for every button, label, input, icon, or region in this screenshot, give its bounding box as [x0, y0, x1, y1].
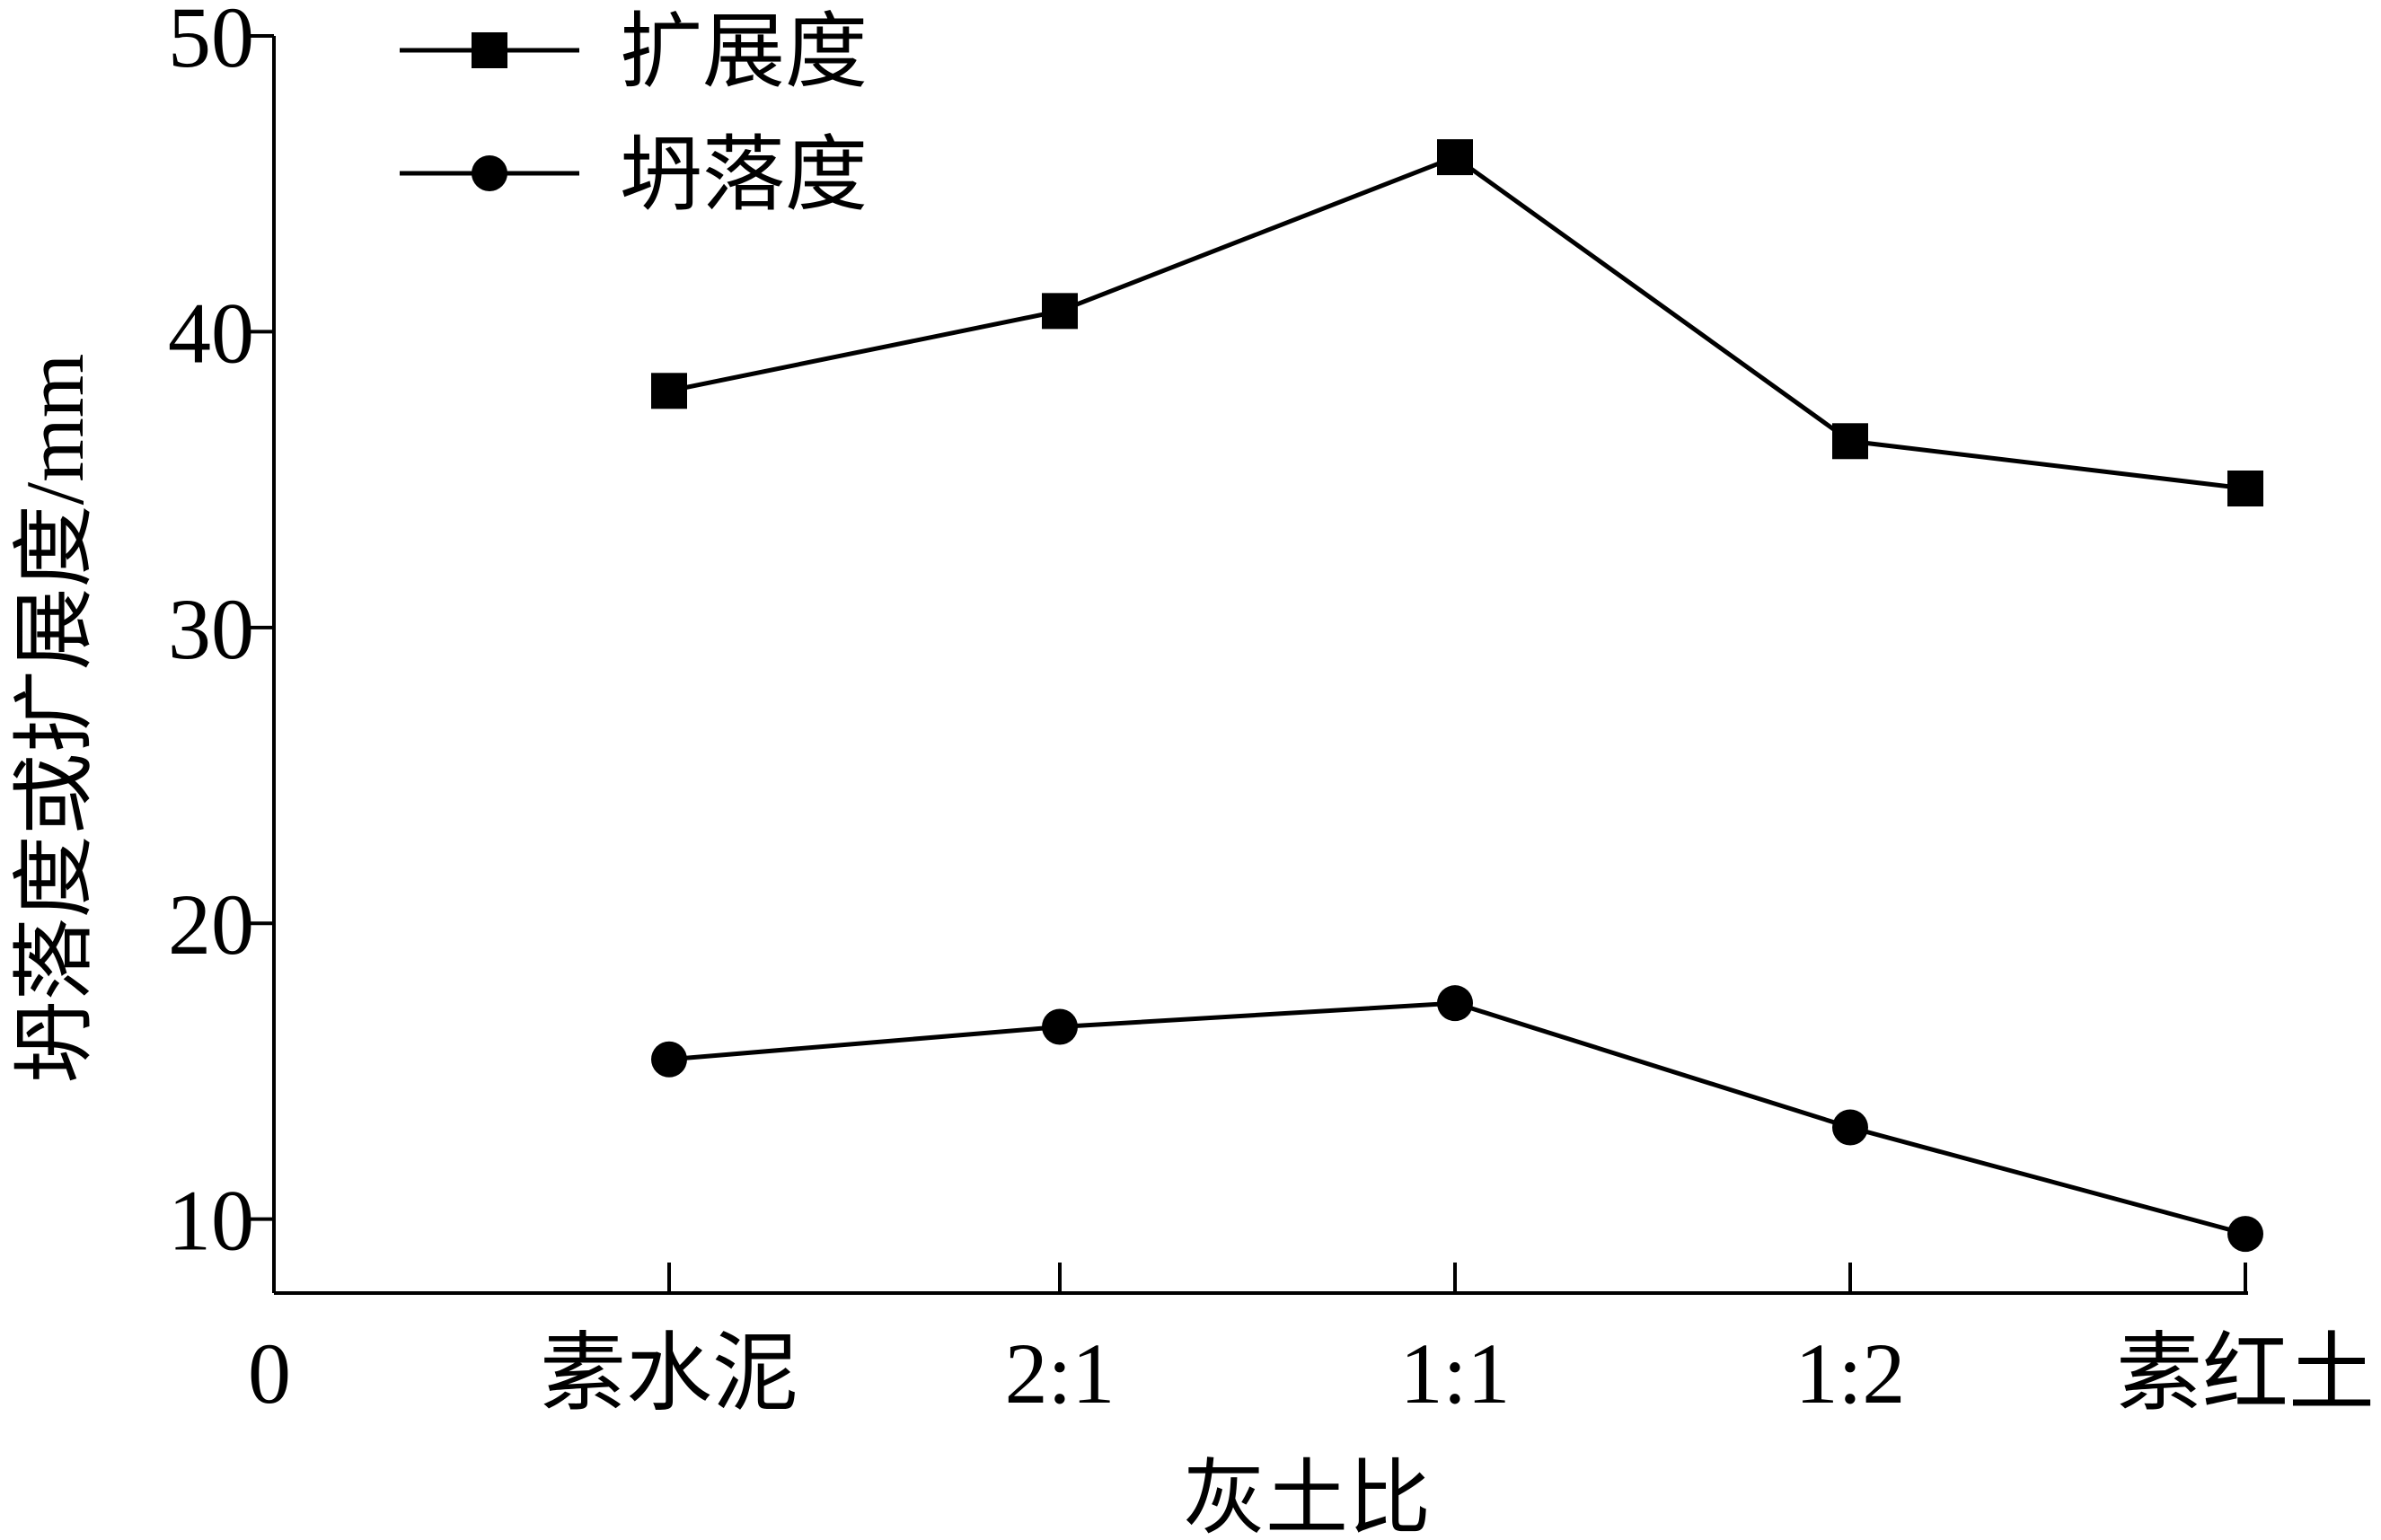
x-axis: 素水泥 2:1 1:1 1:2 素红土 0 [248, 1263, 2375, 1421]
y-tick-label-50: 50 [168, 0, 254, 85]
x-tick-label-1: 2:1 [1005, 1325, 1116, 1421]
series-1 [651, 985, 2263, 1253]
legend-marker-0 [472, 32, 507, 68]
y-ticks: 10 20 30 40 50 [168, 0, 274, 1269]
x-axis-title: 灰土比 [1183, 1453, 1431, 1540]
y-tick-label-40: 40 [168, 285, 254, 381]
series-0-point-1 [1042, 293, 1078, 330]
y-tick-label-10: 10 [168, 1173, 254, 1269]
x-ticks: 素水泥 2:1 1:1 1:2 素红土 [540, 1263, 2375, 1421]
series-0-point-3 [1832, 423, 1868, 460]
series-line-1 [668, 1000, 2246, 1236]
origin-label: 0 [248, 1325, 291, 1421]
legend-label-0: 扩展度 [620, 6, 868, 98]
x-tick-label-2: 1:1 [1400, 1325, 1511, 1421]
x-tick-label-4: 素红土 [2116, 1325, 2375, 1421]
x-tick-label-0: 素水泥 [540, 1325, 798, 1421]
legend-label-1: 坍落度 [620, 129, 868, 221]
series-1-point-2 [1437, 985, 1473, 1022]
y-axis: 10 20 30 40 50 [168, 0, 276, 1293]
series-1-point-3 [1832, 1109, 1868, 1146]
series-1-point-4 [2227, 1216, 2263, 1253]
y-axis-title: 坍落度或扩展度/mm [9, 354, 101, 1084]
y-tick-label-30: 30 [168, 581, 254, 677]
series-0-point-2 [1437, 139, 1473, 176]
legend-marker-1 [472, 155, 507, 191]
series-1-point-1 [1042, 1008, 1078, 1045]
legend-item-1: 坍落度 [400, 129, 868, 221]
series-0-point-4 [2227, 471, 2263, 506]
series-layer [651, 139, 2263, 1253]
series-1-point-0 [651, 1041, 687, 1078]
series-line-0 [668, 154, 2246, 491]
series-0 [651, 139, 2263, 506]
x-tick-label-3: 1:2 [1795, 1325, 1906, 1421]
series-0-point-0 [651, 373, 687, 409]
y-tick-label-20: 20 [168, 876, 254, 972]
legend-item-0: 扩展度 [400, 6, 868, 98]
